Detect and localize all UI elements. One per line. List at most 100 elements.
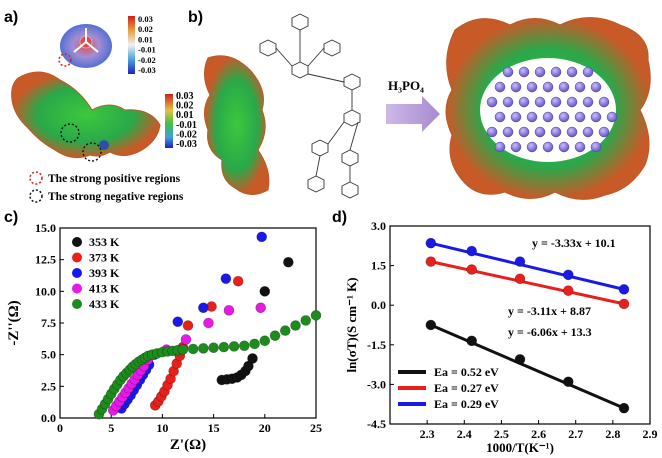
fit-equation: y = -6.06x + 13.3 xyxy=(508,325,592,339)
colorbar-small-tick-label: 0.02 xyxy=(138,24,153,34)
molecular-structure xyxy=(259,13,361,199)
reaction-arrow-label: H₃PO₄ xyxy=(388,78,424,93)
data-point xyxy=(182,320,194,331)
positive-region-label: The strong positive regions xyxy=(48,173,181,185)
legend-label: 353 K xyxy=(89,235,120,249)
legend-marker xyxy=(72,299,82,309)
colorbar-large xyxy=(165,94,173,148)
data-point xyxy=(247,353,258,364)
phosphoric-acid-molecule xyxy=(494,81,506,93)
x-tick-label: 25 xyxy=(310,421,322,435)
data-point xyxy=(562,269,574,281)
x-tick-label: 0 xyxy=(57,421,63,435)
phosphoric-acid-molecule xyxy=(526,141,538,153)
y-tick-label: 12.5 xyxy=(35,253,56,267)
phosphoric-acid-molecule xyxy=(582,126,594,138)
y-tick-label: -3.0 xyxy=(367,377,386,391)
x-tick-label: 2.7 xyxy=(568,427,583,441)
phosphoric-acid-molecule xyxy=(534,66,546,78)
positive-region-marker xyxy=(29,171,43,185)
legend-label: Ea = 0.27 eV xyxy=(434,381,499,395)
legend-label: 413 K xyxy=(89,282,120,296)
x-tick-label: 10 xyxy=(156,421,168,435)
phosphoric-acid-molecule xyxy=(526,81,538,93)
y-tick-label: 0.0 xyxy=(371,298,386,312)
series-Ea-0-52-eV xyxy=(425,319,630,414)
phosphoric-acid-molecule xyxy=(542,81,554,93)
colorbar-small xyxy=(128,16,135,74)
framework-esp-map xyxy=(11,71,161,162)
legend-marker xyxy=(72,237,82,247)
data-point xyxy=(466,335,478,347)
panel-a-illustration: 0.030.020.01-0.01-0.02-0.03 0.030.020.01… xyxy=(11,14,197,203)
phosphoric-acid-molecule xyxy=(486,96,498,108)
data-point xyxy=(514,256,526,267)
nyquist-y-ticks: 0.0 2.5 5.0 7.5 10.0 12.5 15.0 xyxy=(35,221,64,425)
data-point xyxy=(514,273,526,285)
legend-label: Ea = 0.29 eV xyxy=(434,397,499,411)
data-point xyxy=(466,264,478,275)
legend-label: Ea = 0.52 eV xyxy=(434,365,499,379)
phosphoric-acid-molecule xyxy=(526,111,538,123)
phosphoric-acid-molecule xyxy=(518,126,530,138)
x-tick-label: 5 xyxy=(108,421,114,435)
esp-legend: The strong positive regions The strong n… xyxy=(29,171,184,203)
series-433-K xyxy=(93,310,322,420)
arrhenius-legend: Ea = 0.52 eV Ea = 0.27 eV Ea = 0.29 eV xyxy=(398,365,499,411)
phosphoric-acid-molecule xyxy=(566,66,578,78)
data-point xyxy=(220,273,232,284)
phosphoric-acid-molecule xyxy=(502,66,514,78)
data-point xyxy=(425,319,437,331)
nyquist-x-axis-label: Z'(Ω) xyxy=(170,437,206,453)
panel-label-c: c) xyxy=(4,209,18,226)
arrhenius-chart: 2.3 2.4 2.5 2.6 2.7 2.8 2.9 -4.5 -3.0 -1.5 0.0 1.5… xyxy=(344,219,658,455)
series-373-K xyxy=(149,275,244,411)
nyquist-chart: 0 5 10 15 20 25 0.0 2.5 5.0 7.5 10.0 12.5 15.0 353 … xyxy=(6,221,322,453)
colorbar-large-tick-label: -0.03 xyxy=(176,139,197,150)
phosphoric-acid-molecule xyxy=(534,126,546,138)
data-point xyxy=(255,302,267,314)
x-tick-label: 2.9 xyxy=(643,427,658,441)
phosphoric-acid-molecule xyxy=(558,141,570,153)
legend-label: 373 K xyxy=(89,251,120,265)
phosphoric-acid-molecule xyxy=(550,126,562,138)
phosphoric-acid-molecule xyxy=(582,66,594,78)
phosphoric-acid-molecule xyxy=(590,141,602,153)
y-tick-label: 7.5 xyxy=(41,316,56,330)
phosphoric-acid-molecule xyxy=(550,96,562,108)
series-413-K xyxy=(107,302,267,416)
y-tick-label: 10.0 xyxy=(35,284,56,298)
phosphoric-acid-molecule xyxy=(590,81,602,93)
phosphoric-acid-esp-map xyxy=(58,24,112,68)
arrhenius-x-axis-label: 1000/T(K⁻¹) xyxy=(486,440,554,455)
colorbar-large-tick-label: -0.02 xyxy=(176,129,197,140)
data-point xyxy=(172,316,184,328)
negative-region-marker xyxy=(29,189,43,203)
legend-marker xyxy=(72,283,82,294)
phosphoric-acid-molecule xyxy=(542,111,554,123)
phosphoric-acid-molecule xyxy=(558,81,570,93)
legend-label: 393 K xyxy=(89,266,120,280)
y-tick-label: 5.0 xyxy=(41,348,56,362)
phosphoric-acid-molecule xyxy=(494,141,506,153)
reaction-arrow xyxy=(386,96,440,132)
colorbar-small-tick-label: -0.02 xyxy=(138,55,156,65)
phosphoric-acid-molecule xyxy=(550,66,562,78)
phosphoric-acid-molecule xyxy=(558,111,570,123)
phosphoric-acid-molecule xyxy=(574,81,586,93)
panel-label-b: b) xyxy=(188,9,203,26)
phosphoric-acid-molecule xyxy=(574,141,586,153)
x-tick-label: 2.4 xyxy=(457,427,472,441)
data-point xyxy=(218,341,230,353)
panel-b-illustration: H₃PO₄ xyxy=(204,13,651,200)
nyquist-x-ticks: 0 5 10 15 20 25 xyxy=(57,414,322,435)
data-point xyxy=(198,302,209,314)
data-point xyxy=(259,335,271,347)
y-tick-label: 2.5 xyxy=(41,379,56,393)
data-point xyxy=(283,256,294,268)
phosphoric-acid-molecules xyxy=(486,66,618,153)
data-point xyxy=(198,343,209,354)
data-point xyxy=(425,256,437,267)
doped-framework xyxy=(445,17,651,200)
